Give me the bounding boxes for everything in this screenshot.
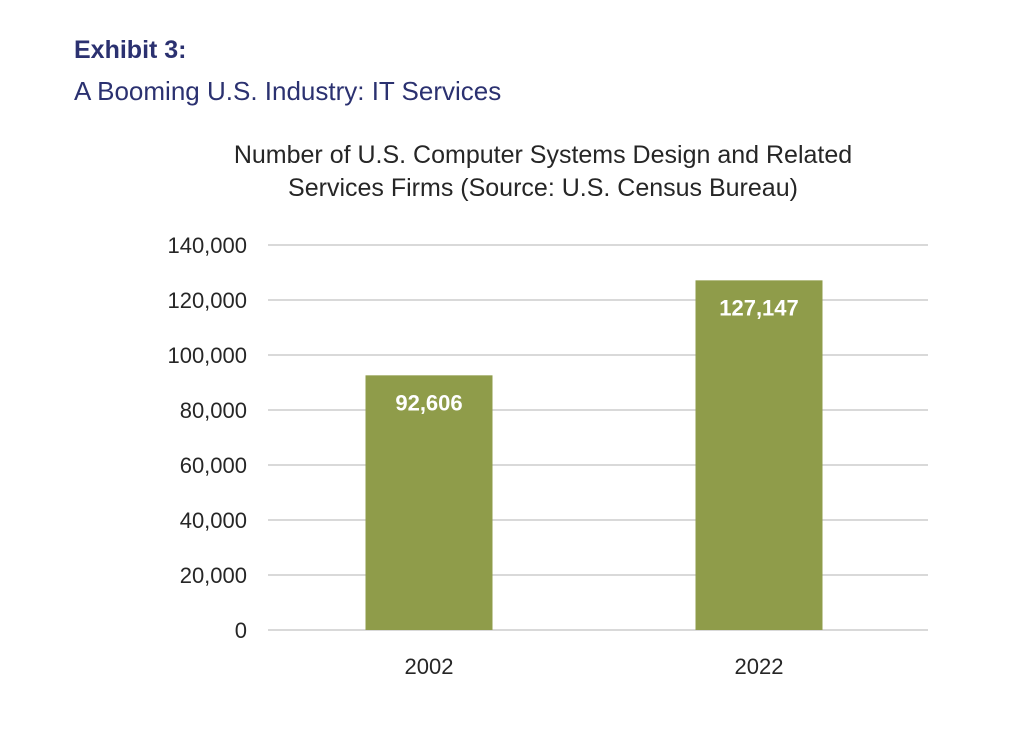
y-axis-tick-labels: 0 20,000 40,000 60,000 80,000 100,000 120,000 1… [167, 233, 247, 643]
data-label: 127,147 [719, 295, 799, 320]
exhibit-label: Exhibit 3: [74, 36, 187, 64]
chart-title-line: Number of U.S. Computer Systems Design a… [234, 141, 852, 169]
exhibit-subtitle: A Booming U.S. Industry: IT Services [74, 76, 502, 106]
y-tick-label: 40,000 [180, 508, 247, 533]
x-category-label: 2002 [405, 654, 454, 679]
bar-2002 [365, 375, 493, 630]
bars [365, 280, 823, 630]
y-tick-label: 100,000 [167, 343, 247, 368]
bar-2022 [695, 280, 823, 630]
chart-title-line: Services Firms (Source: U.S. Census Bure… [288, 174, 798, 202]
y-tick-label: 20,000 [180, 563, 247, 588]
chart-title: Number of U.S. Computer Systems Design a… [234, 141, 852, 202]
y-tick-label: 80,000 [180, 398, 247, 423]
data-label: 92,606 [395, 390, 462, 415]
x-axis-category-labels: 2002 2022 [405, 654, 784, 679]
y-tick-label: 140,000 [167, 233, 247, 258]
data-labels: 92,606 127,147 [395, 295, 798, 415]
x-category-label: 2022 [735, 654, 784, 679]
y-tick-label: 120,000 [167, 288, 247, 313]
y-tick-label: 0 [235, 618, 247, 643]
y-tick-label: 60,000 [180, 453, 247, 478]
